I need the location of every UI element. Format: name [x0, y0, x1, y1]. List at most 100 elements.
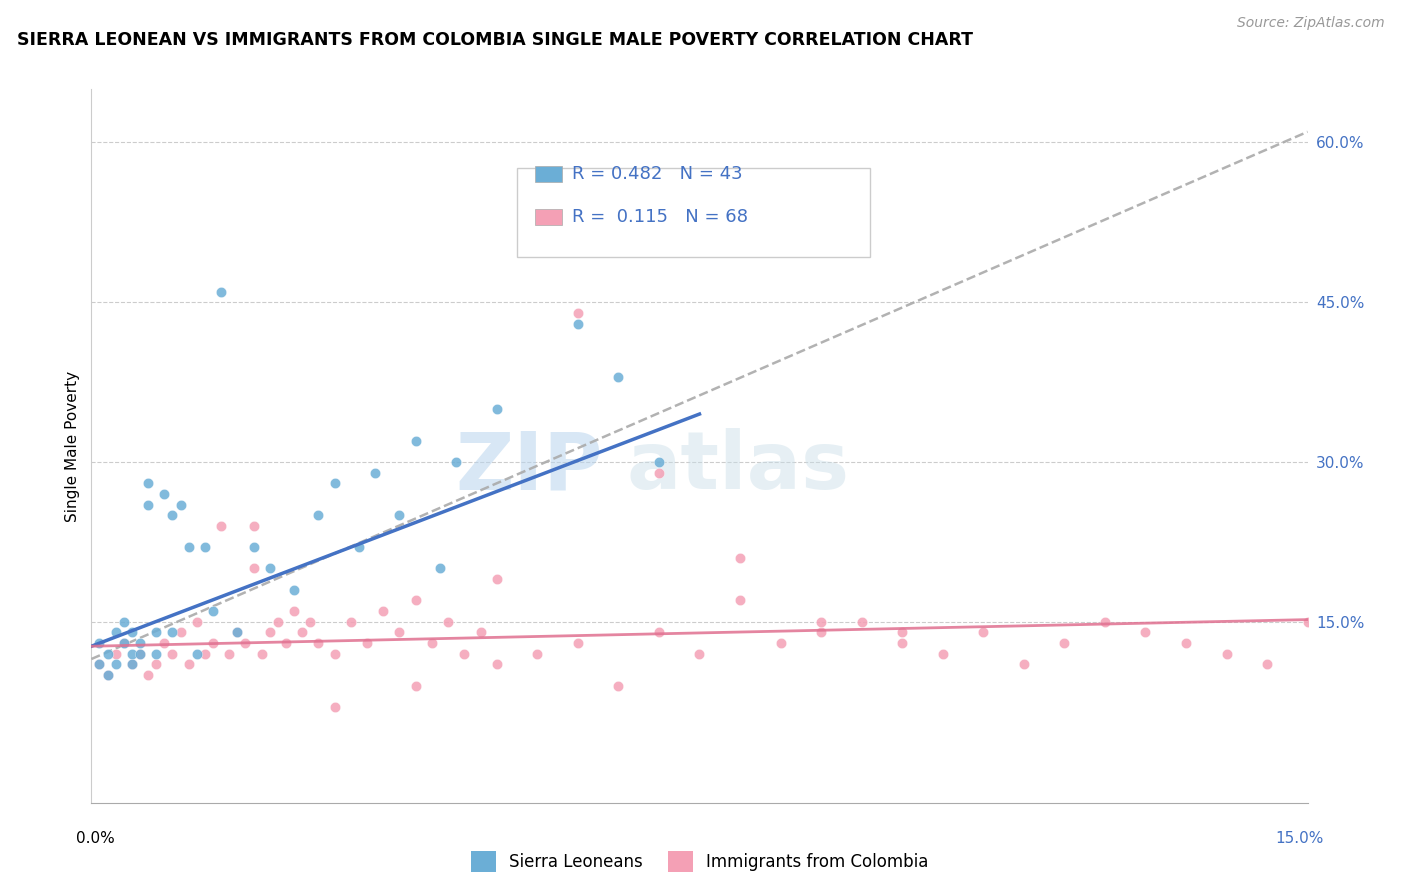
- Point: [485, 401, 508, 416]
- Point: [567, 317, 589, 331]
- Point: [259, 625, 281, 640]
- Point: [891, 636, 914, 650]
- Point: [121, 625, 143, 640]
- Point: [121, 647, 143, 661]
- Point: [388, 625, 411, 640]
- Point: [104, 657, 127, 672]
- Point: [177, 657, 200, 672]
- Point: [129, 647, 152, 661]
- Point: [437, 615, 460, 629]
- FancyBboxPatch shape: [536, 166, 562, 182]
- FancyBboxPatch shape: [536, 209, 562, 225]
- Point: [89, 657, 111, 672]
- Text: SIERRA LEONEAN VS IMMIGRANTS FROM COLOMBIA SINGLE MALE POVERTY CORRELATION CHART: SIERRA LEONEAN VS IMMIGRANTS FROM COLOMB…: [17, 31, 973, 49]
- Legend: Sierra Leoneans, Immigrants from Colombia: Sierra Leoneans, Immigrants from Colombi…: [463, 843, 936, 880]
- Point: [291, 625, 314, 640]
- Point: [97, 668, 120, 682]
- Point: [104, 647, 127, 661]
- Point: [1135, 625, 1157, 640]
- Point: [429, 561, 451, 575]
- Y-axis label: Single Male Poverty: Single Male Poverty: [65, 370, 80, 522]
- Point: [307, 508, 329, 523]
- Point: [162, 647, 184, 661]
- Point: [283, 582, 305, 597]
- Text: R = 0.482   N = 43: R = 0.482 N = 43: [572, 165, 742, 183]
- Point: [274, 636, 297, 650]
- Point: [931, 647, 953, 661]
- Point: [648, 466, 671, 480]
- Point: [112, 615, 135, 629]
- Point: [242, 561, 264, 575]
- Point: [1053, 636, 1076, 650]
- Point: [89, 636, 111, 650]
- Point: [891, 625, 914, 640]
- Point: [226, 625, 249, 640]
- Point: [648, 625, 671, 640]
- Point: [218, 647, 240, 661]
- Point: [972, 625, 994, 640]
- Point: [567, 636, 589, 650]
- Point: [810, 615, 832, 629]
- Point: [242, 519, 264, 533]
- Point: [112, 636, 135, 650]
- Point: [470, 625, 492, 640]
- Point: [153, 487, 176, 501]
- Point: [688, 647, 710, 661]
- Point: [485, 572, 508, 586]
- FancyBboxPatch shape: [517, 168, 870, 257]
- Point: [405, 593, 427, 607]
- Point: [186, 615, 208, 629]
- Point: [202, 636, 225, 650]
- Point: [567, 306, 589, 320]
- Point: [453, 647, 475, 661]
- Point: [194, 540, 217, 554]
- Point: [851, 615, 873, 629]
- Point: [283, 604, 305, 618]
- Point: [153, 636, 176, 650]
- Point: [373, 604, 395, 618]
- Point: [121, 657, 143, 672]
- Point: [89, 657, 111, 672]
- Point: [356, 636, 378, 650]
- Point: [485, 657, 508, 672]
- Point: [194, 647, 217, 661]
- Text: 0.0%: 0.0%: [76, 831, 115, 846]
- Point: [186, 647, 208, 661]
- Point: [136, 498, 159, 512]
- Point: [121, 657, 143, 672]
- Point: [405, 434, 427, 448]
- Point: [235, 636, 257, 650]
- Point: [209, 519, 232, 533]
- Point: [388, 508, 411, 523]
- Point: [1215, 647, 1237, 661]
- Point: [526, 647, 548, 661]
- Point: [769, 636, 792, 650]
- Point: [323, 476, 346, 491]
- Point: [526, 242, 548, 256]
- Point: [347, 540, 370, 554]
- Point: [129, 636, 152, 650]
- Text: Source: ZipAtlas.com: Source: ZipAtlas.com: [1237, 16, 1385, 30]
- Point: [97, 668, 120, 682]
- Point: [136, 476, 159, 491]
- Point: [250, 647, 273, 661]
- Point: [162, 508, 184, 523]
- Point: [202, 604, 225, 618]
- Point: [364, 466, 387, 480]
- Point: [209, 285, 232, 299]
- Point: [323, 647, 346, 661]
- Point: [259, 561, 281, 575]
- Point: [1094, 615, 1116, 629]
- Point: [145, 647, 167, 661]
- Point: [1256, 657, 1278, 672]
- Point: [267, 615, 290, 629]
- Point: [607, 369, 630, 384]
- Point: [728, 593, 751, 607]
- Point: [405, 679, 427, 693]
- Point: [129, 647, 152, 661]
- Point: [177, 540, 200, 554]
- Point: [323, 700, 346, 714]
- Point: [307, 636, 329, 650]
- Point: [104, 625, 127, 640]
- Point: [607, 679, 630, 693]
